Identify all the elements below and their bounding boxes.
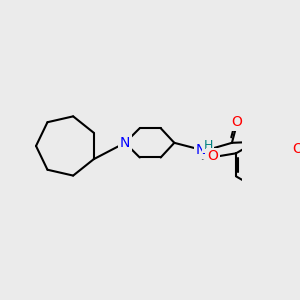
Text: N: N (196, 143, 206, 157)
Text: N: N (120, 136, 130, 150)
Text: O: O (232, 115, 243, 129)
Text: O: O (208, 149, 219, 164)
Text: H: H (203, 139, 213, 152)
Text: O: O (292, 142, 300, 156)
